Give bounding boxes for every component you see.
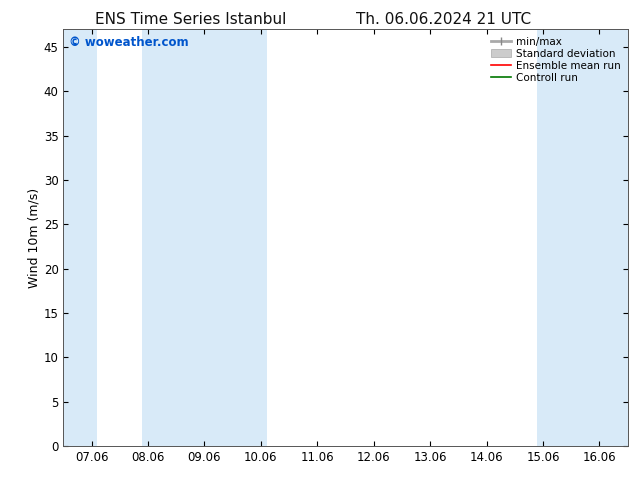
Bar <box>63 29 97 446</box>
Text: © woweather.com: © woweather.com <box>69 36 189 49</box>
Bar <box>538 29 628 446</box>
Text: Th. 06.06.2024 21 UTC: Th. 06.06.2024 21 UTC <box>356 12 531 27</box>
Text: ENS Time Series Istanbul: ENS Time Series Istanbul <box>94 12 286 27</box>
Y-axis label: Wind 10m (m/s): Wind 10m (m/s) <box>28 188 41 288</box>
Bar <box>143 29 266 446</box>
Legend: min/max, Standard deviation, Ensemble mean run, Controll run: min/max, Standard deviation, Ensemble me… <box>489 35 623 85</box>
